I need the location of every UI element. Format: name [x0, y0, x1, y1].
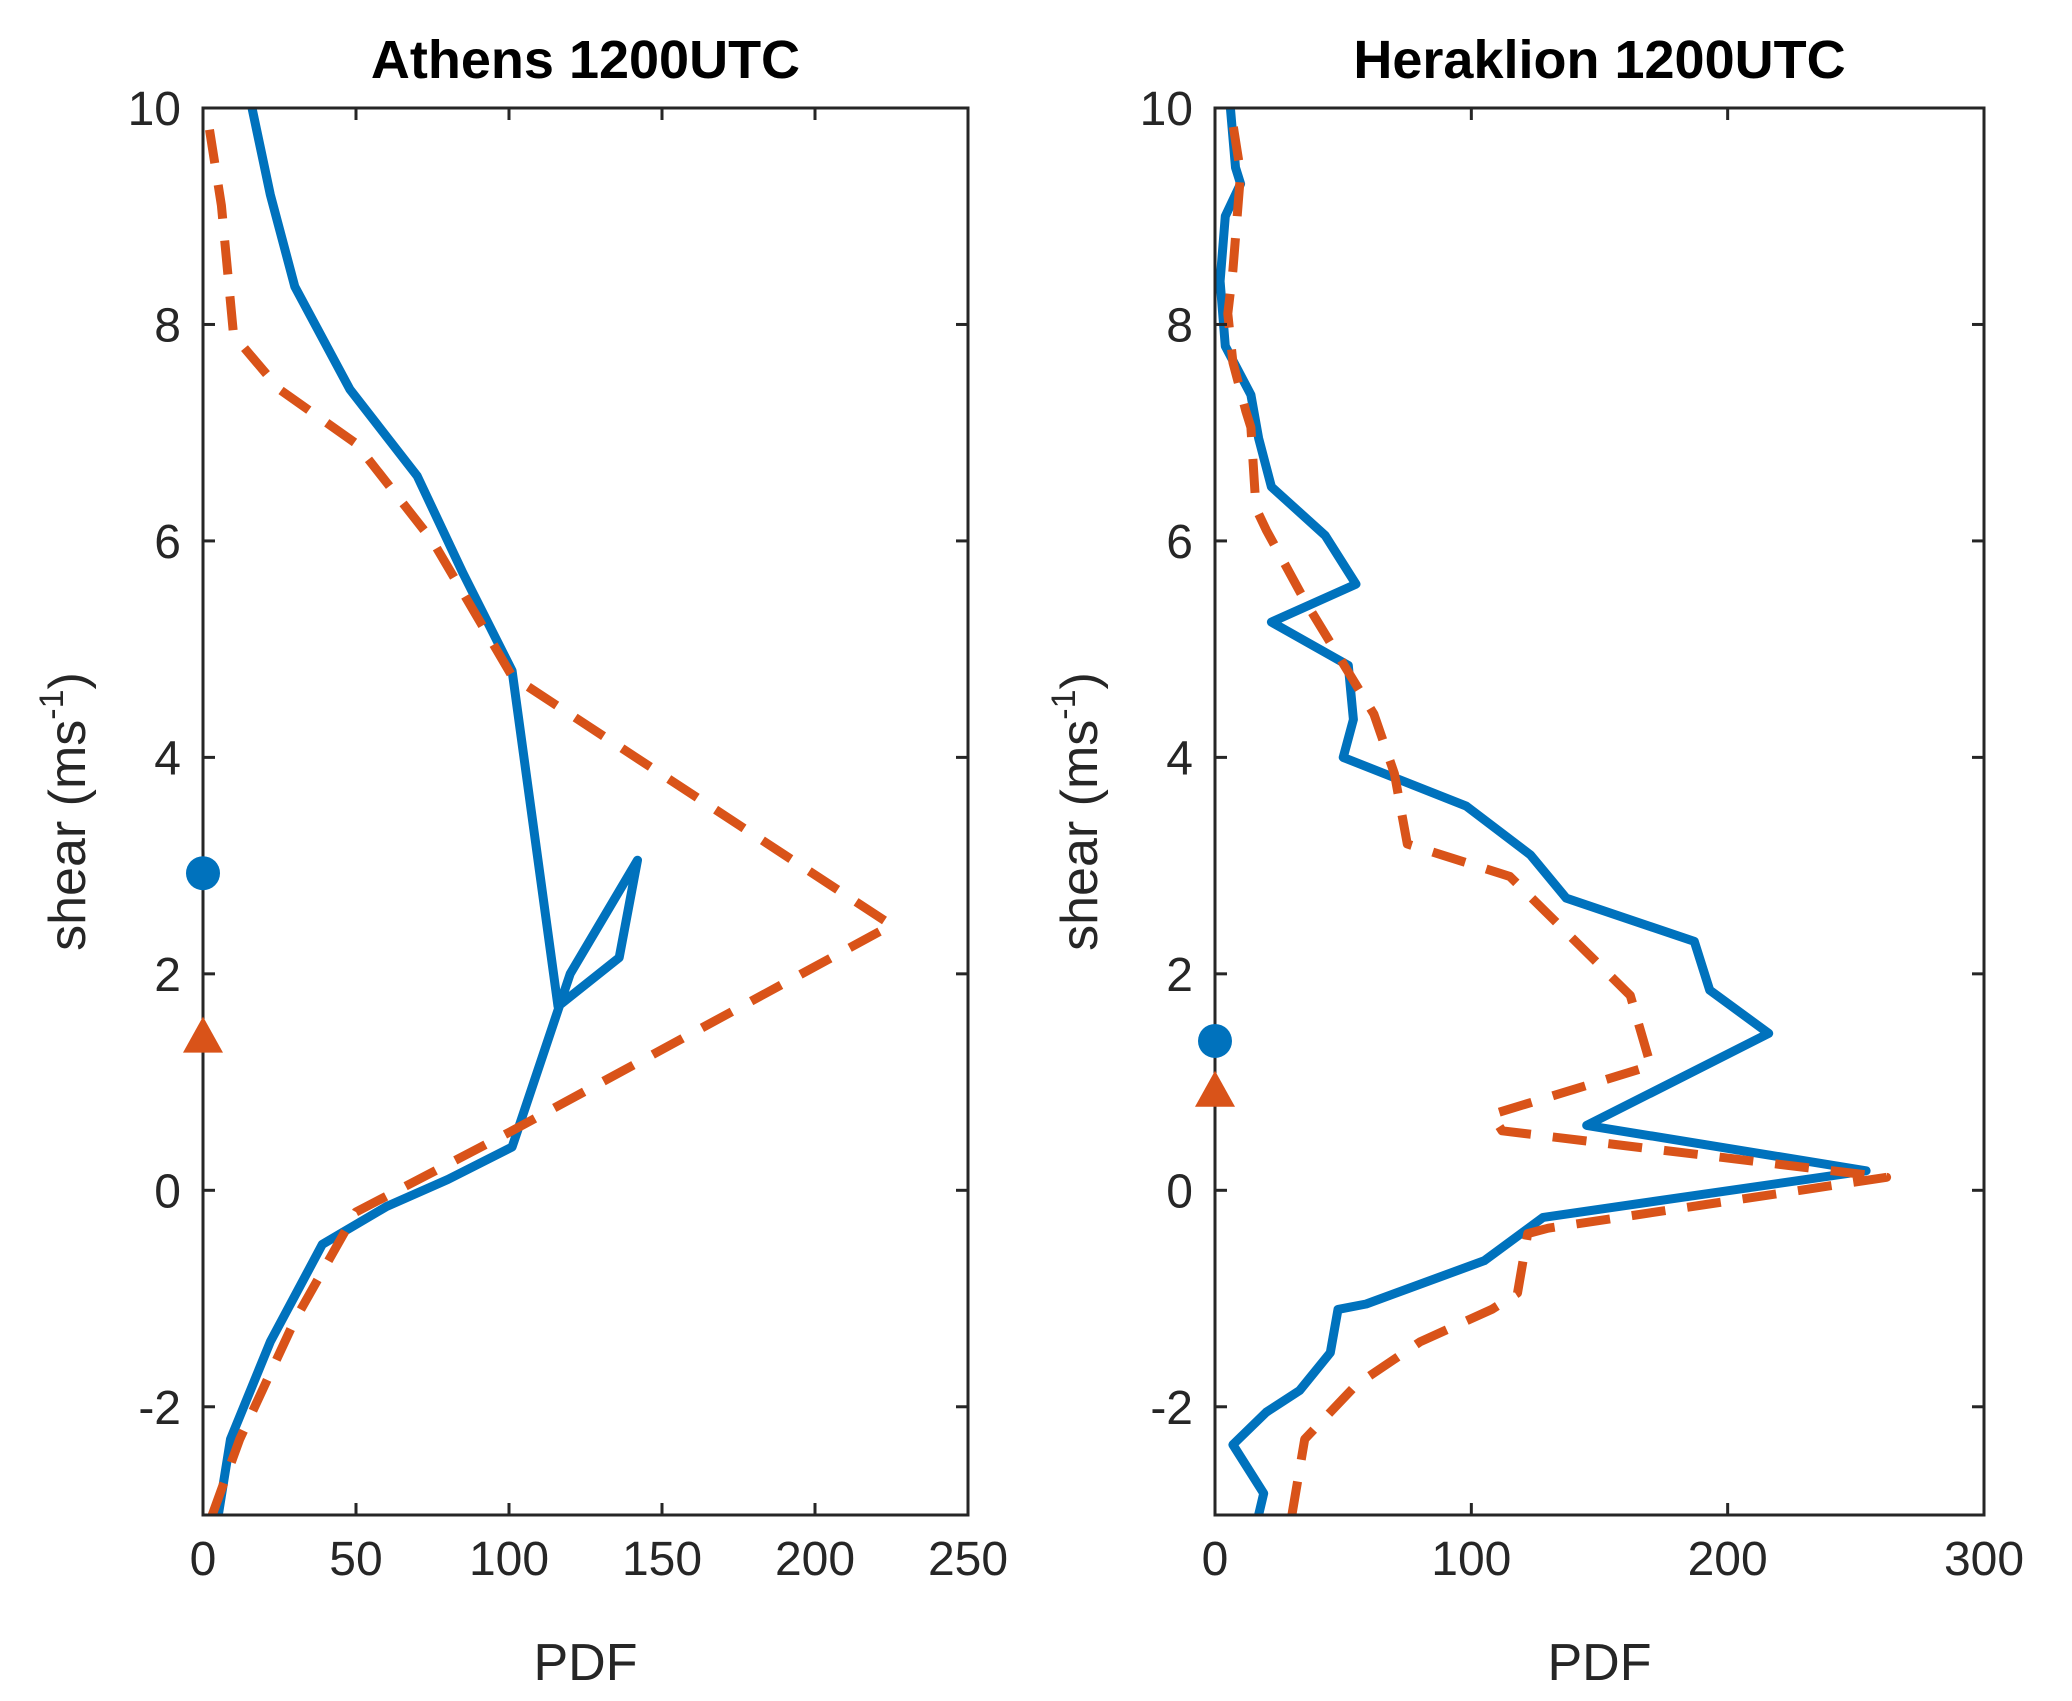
- heraklion-ytick-label: 6: [1166, 516, 1193, 569]
- heraklion-series-solid-blue: [1215, 108, 1871, 1515]
- heraklion-y-axis-label-close: ): [1051, 672, 1109, 689]
- heraklion-triangle-marker: [1195, 1070, 1235, 1107]
- athens-axes-frame: [201, 106, 970, 1517]
- athens-series-solid-blue: [213, 108, 642, 1515]
- heraklion-xtick-label: 200: [1688, 1533, 1768, 1586]
- athens-chart-title: Athens 1200UTC: [371, 30, 800, 90]
- athens-ytick-label: 8: [154, 299, 181, 352]
- athens-xtick-label: 50: [329, 1533, 382, 1586]
- heraklion-plot-area: [1215, 108, 1892, 1515]
- heraklion-xtick-label: 0: [1202, 1533, 1229, 1586]
- heraklion-ytick-label: -2: [1150, 1382, 1193, 1435]
- athens-y-axis-label: shear (ms-1): [33, 672, 97, 951]
- heraklion-ytick-label: 10: [1140, 83, 1193, 136]
- athens-xtick-label: 150: [622, 1533, 702, 1586]
- athens-xtick-label: 200: [775, 1533, 855, 1586]
- athens-ytick-label: 4: [154, 732, 181, 785]
- athens-ytick-label: 10: [128, 83, 181, 136]
- athens-xtick-label: 250: [928, 1533, 1008, 1586]
- athens-ytick-label: 2: [154, 949, 181, 1002]
- heraklion-ytick-label: 0: [1166, 1165, 1193, 1218]
- athens-ytick-label: 0: [154, 1165, 181, 1218]
- athens-ytick-label: 6: [154, 516, 181, 569]
- heraklion-ytick-label: 4: [1166, 732, 1193, 785]
- athens-y-axis-label-main: shear (ms: [39, 720, 97, 951]
- heraklion-y-axis-label-sup: -1: [1045, 689, 1083, 719]
- athens-y-axis-label-sup: -1: [33, 689, 71, 719]
- heraklion-axes-frame: [1213, 106, 1986, 1517]
- athens-plot-area: [203, 108, 896, 1515]
- heraklion-ytick-label: 2: [1166, 949, 1193, 1002]
- athens-ytick-label: -2: [138, 1382, 181, 1435]
- heraklion-y-axis-label-main: shear (ms: [1051, 720, 1109, 951]
- heraklion-panel: 0 100 200 300 -2 0 2 4 6 8 10 Heraklion 1200UTC PDF s…: [1045, 30, 2024, 1692]
- athens-panel: 0 50 100 150 200 250 -2 0 2 4 6 8 10 Athens 1200UTC PD…: [33, 30, 1008, 1692]
- heraklion-ytick-label: 8: [1166, 299, 1193, 352]
- heraklion-series-dashed-orange: [1223, 108, 1892, 1515]
- heraklion-chart-title: Heraklion 1200UTC: [1353, 30, 1845, 90]
- athens-xtick-label: 0: [190, 1533, 217, 1586]
- heraklion-x-axis-label: PDF: [1548, 1634, 1652, 1692]
- heraklion-circle-marker: [1198, 1023, 1232, 1058]
- heraklion-xtick-label: 100: [1431, 1533, 1511, 1586]
- athens-circle-marker: [186, 856, 220, 891]
- athens-xtick-label: 100: [469, 1533, 549, 1586]
- athens-x-axis-label: PDF: [534, 1634, 638, 1692]
- athens-y-axis-label-close: ): [39, 672, 97, 689]
- heraklion-xtick-label: 300: [1944, 1533, 2024, 1586]
- heraklion-y-axis-label: shear (ms-1): [1045, 672, 1109, 951]
- athens-triangle-marker: [183, 1016, 223, 1053]
